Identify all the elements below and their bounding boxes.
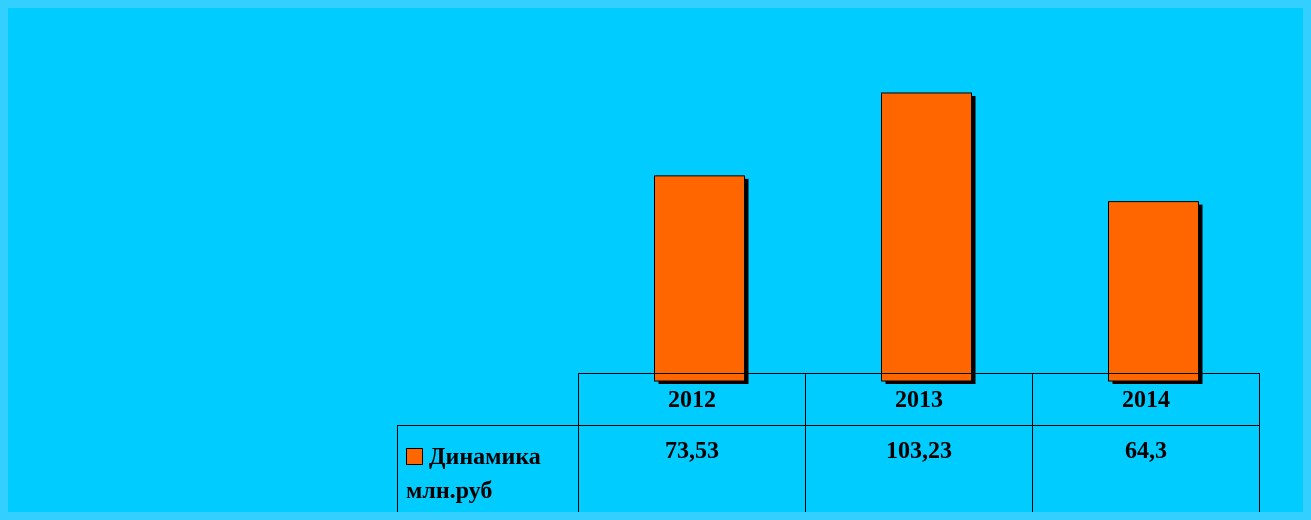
- plot-area: [654, 92, 1203, 385]
- category-cell: 2014: [1032, 373, 1260, 426]
- category-cell: 2013: [805, 373, 1033, 426]
- bar: [881, 92, 972, 382]
- bar: [654, 175, 745, 382]
- legend-label: Динамика млн.руб: [406, 444, 541, 504]
- value-label: 64,3: [1032, 425, 1260, 512]
- legend-entry: Динамика млн.руб: [397, 425, 579, 512]
- legend-swatch: [406, 448, 423, 465]
- value-label: 73,53: [578, 425, 806, 512]
- bar: [1108, 201, 1199, 382]
- category-cell: 2012: [578, 373, 806, 426]
- value-label: 103,23: [805, 425, 1033, 512]
